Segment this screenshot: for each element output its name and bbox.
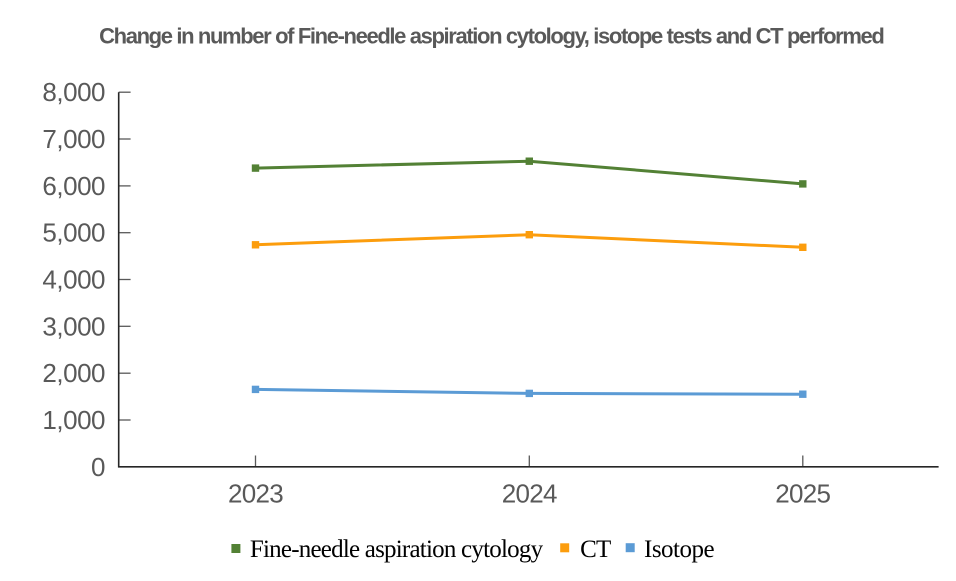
svg-text:5,000: 5,000 — [42, 218, 105, 248]
svg-text:CT: CT — [580, 536, 611, 563]
svg-text:7,000: 7,000 — [42, 124, 105, 154]
svg-text:3,000: 3,000 — [42, 311, 105, 341]
svg-text:2025: 2025 — [775, 478, 830, 508]
svg-text:1,000: 1,000 — [42, 405, 105, 435]
svg-text:4,000: 4,000 — [42, 265, 105, 295]
svg-text:Change in number of Fine-needl: Change in number of Fine-needle aspirati… — [99, 24, 883, 49]
svg-text:8,000: 8,000 — [42, 77, 105, 107]
svg-text:2023: 2023 — [228, 478, 283, 508]
svg-text:Fine-needle aspiration cytolog: Fine-needle aspiration cytology — [250, 536, 544, 563]
svg-text:0: 0 — [91, 452, 105, 482]
svg-text:2,000: 2,000 — [42, 358, 105, 388]
svg-text:2024: 2024 — [502, 478, 557, 508]
svg-text:6,000: 6,000 — [42, 171, 105, 201]
svg-text:Isotope: Isotope — [644, 536, 715, 563]
